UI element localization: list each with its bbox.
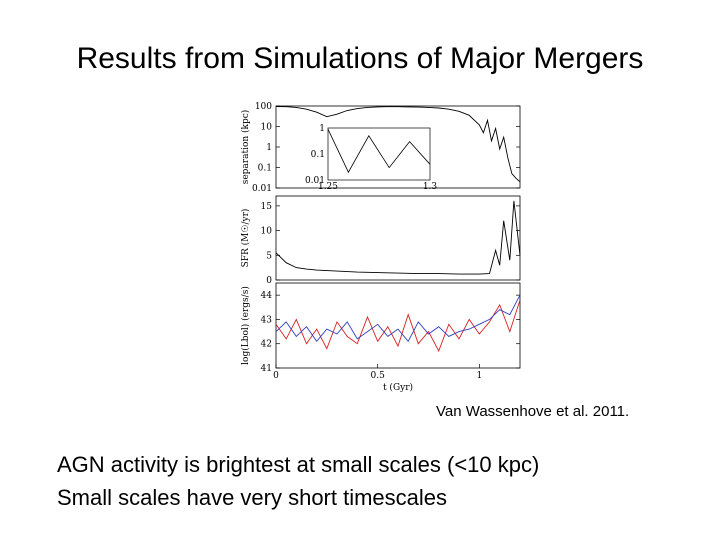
y-axis-label: SFR (M☉/yr) [240, 209, 251, 268]
bullet-list: AGN activity is brightest at small scale… [57, 448, 697, 514]
inset-x-label: 1.25 [318, 182, 338, 192]
y-tick-label: 0 [266, 276, 272, 286]
bullet-item: AGN activity is brightest at small scale… [57, 452, 540, 477]
series-line [275, 294, 521, 343]
sfr-panel: 15 10 5 0 SFR (M☉/yr) [240, 195, 521, 286]
inset-series-line [327, 129, 431, 174]
x-tick-label: 0 [273, 371, 279, 381]
y-tick-label: 42 [261, 340, 272, 350]
series-line [275, 299, 521, 353]
inset-y-label: 1 [319, 124, 325, 134]
y-axis-label: log(Lbol) (ergs/s) [240, 286, 251, 365]
citation: Van Wassenhove et al. 2011. [436, 403, 630, 420]
x-axis-label: t (Gyr) [383, 382, 413, 393]
y-tick-label: 5 [266, 251, 272, 261]
inset-y-label: 0.1 [311, 150, 325, 160]
y-tick-label: 10 [261, 123, 273, 133]
y-tick-label: 43 [261, 315, 273, 325]
inset-x-label: 1.3 [423, 182, 438, 192]
y-axis-label: separation (kpc) [240, 110, 251, 185]
x-tick-label: 0.5 [371, 371, 386, 381]
y-tick-label: 1 [266, 143, 272, 153]
panel-frame [275, 195, 521, 281]
y-tick-label: 0.01 [252, 184, 272, 194]
series-line [275, 200, 521, 275]
slide-title: Results from Simulations of Major Merger… [76, 42, 644, 75]
merger-simulation-figure: 100 10 1 0.1 0.01 separation (kpc) 1 0.1 0.01 1.2… [218, 96, 528, 396]
x-tick-label: 1 [476, 371, 482, 381]
y-tick-label: 15 [261, 202, 273, 212]
y-tick-label: 100 [255, 102, 272, 112]
y-tick-label: 10 [261, 227, 273, 237]
y-tick-label: 0.1 [258, 164, 272, 174]
y-tick-label: 41 [261, 364, 272, 374]
luminosity-panel: 44 43 42 41 log(Lbol) (ergs/s) 0 0.5 1 t (Gyr) [240, 282, 521, 393]
series-line [275, 106, 521, 183]
inset-frame [327, 127, 431, 181]
y-tick-label: 44 [261, 291, 273, 301]
inset-y-label: 0.01 [305, 176, 325, 186]
panel-frame [275, 282, 521, 369]
bullet-item: Small scales have very short timescales [57, 485, 448, 510]
